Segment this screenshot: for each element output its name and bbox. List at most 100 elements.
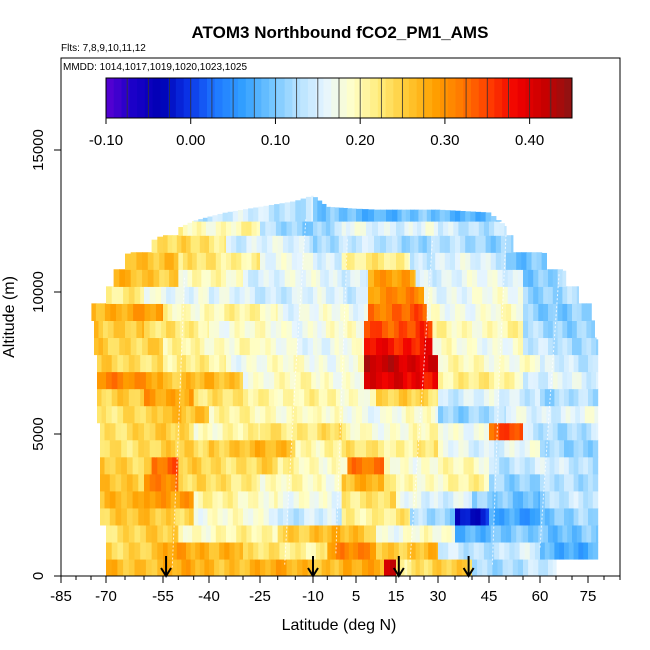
field-cell: [463, 354, 470, 373]
field-cell: [241, 221, 247, 236]
field-cell: [239, 405, 246, 424]
field-cell: [182, 524, 189, 543]
field-cell: [138, 439, 145, 458]
field-cell: [161, 320, 167, 339]
field-cell: [596, 371, 599, 390]
field-cell: [199, 354, 205, 373]
field-cell: [330, 235, 336, 253]
field-cell: [215, 456, 222, 475]
field-cell: [253, 490, 259, 509]
field-cell: [494, 221, 500, 236]
field-cell: [482, 337, 488, 356]
field-cell: [298, 507, 305, 526]
field-cell: [533, 320, 539, 339]
field-cell: [455, 507, 461, 526]
field-cell: [398, 541, 404, 560]
field-cell: [419, 354, 425, 373]
field-cell: [562, 371, 568, 390]
field-cell: [288, 303, 295, 321]
field-cell: [397, 209, 403, 222]
field-cell: [494, 456, 500, 475]
field-cell: [267, 524, 273, 543]
field-cell: [265, 252, 272, 270]
field-cell: [214, 439, 220, 458]
field-cell: [243, 388, 249, 407]
field-cell: [397, 286, 403, 304]
field-cell: [366, 473, 373, 492]
field-cell: [204, 405, 210, 424]
field-cell: [182, 269, 189, 287]
field-cell: [435, 405, 439, 424]
field-cell: [458, 422, 465, 441]
field-cell: [176, 235, 182, 253]
field-cell: [307, 221, 314, 236]
field-cell: [524, 507, 531, 526]
field-cell: [489, 541, 495, 560]
field-cell: [403, 371, 408, 390]
field-cell: [386, 405, 393, 424]
field-cell: [333, 371, 338, 390]
field-cell: [458, 371, 465, 390]
field-cell: [173, 269, 179, 287]
field-cell: [436, 337, 442, 356]
field-cell: [473, 354, 480, 373]
field-cell: [466, 337, 473, 356]
field-cell: [478, 541, 485, 560]
field-cell: [414, 405, 419, 424]
field-cell: [270, 252, 277, 270]
field-cell: [511, 252, 517, 270]
field-cell: [347, 286, 353, 304]
field-cell: [300, 198, 307, 222]
field-cell: [207, 286, 210, 304]
field-cell: [428, 337, 433, 356]
plot-frame: [60, 57, 621, 577]
field-cell: [130, 320, 137, 339]
field-cell: [293, 388, 300, 407]
colorbar-bin: [222, 78, 231, 118]
field-cell: [358, 354, 365, 373]
field-cell: [453, 221, 459, 236]
field-cell: [490, 216, 497, 222]
field-cell: [132, 422, 139, 441]
field-cell: [260, 558, 266, 576]
field-cell: [382, 524, 389, 543]
field-cell: [270, 320, 277, 339]
field-cell: [366, 507, 373, 526]
field-cell: [354, 439, 361, 458]
field-cell: [260, 303, 266, 321]
field-cell: [248, 541, 254, 560]
field-cell: [489, 422, 495, 441]
field-cell: [509, 422, 516, 441]
field-cell: [473, 221, 480, 236]
field-cell: [205, 456, 212, 475]
field-cell: [318, 524, 324, 543]
field-cell: [155, 303, 163, 321]
field-cell: [390, 558, 397, 576]
field-cell: [279, 269, 286, 287]
field-cell: [125, 269, 132, 287]
field-cell: [330, 405, 336, 424]
field-cell: [284, 269, 291, 287]
field-cell: [438, 405, 444, 424]
field-cell: [199, 303, 205, 321]
field-cell: [572, 303, 578, 321]
field-cell: [548, 286, 554, 304]
field-cell: [274, 204, 281, 222]
field-cell: [480, 303, 487, 321]
field-cell: [407, 541, 412, 560]
field-cell: [224, 439, 230, 458]
field-cell: [431, 235, 436, 253]
field-cell: [263, 507, 270, 526]
colorbar-bin: [137, 78, 146, 118]
field-cell: [368, 286, 375, 304]
field-cell: [295, 371, 302, 390]
field-cell: [138, 473, 145, 492]
field-cell: [519, 371, 524, 390]
field-cell: [504, 388, 510, 407]
field-cell: [195, 337, 201, 356]
field-cell: [172, 541, 178, 560]
field-cell: [107, 337, 115, 356]
field-cell: [448, 456, 454, 475]
field-cell: [345, 221, 351, 236]
field-cell: [291, 439, 296, 458]
